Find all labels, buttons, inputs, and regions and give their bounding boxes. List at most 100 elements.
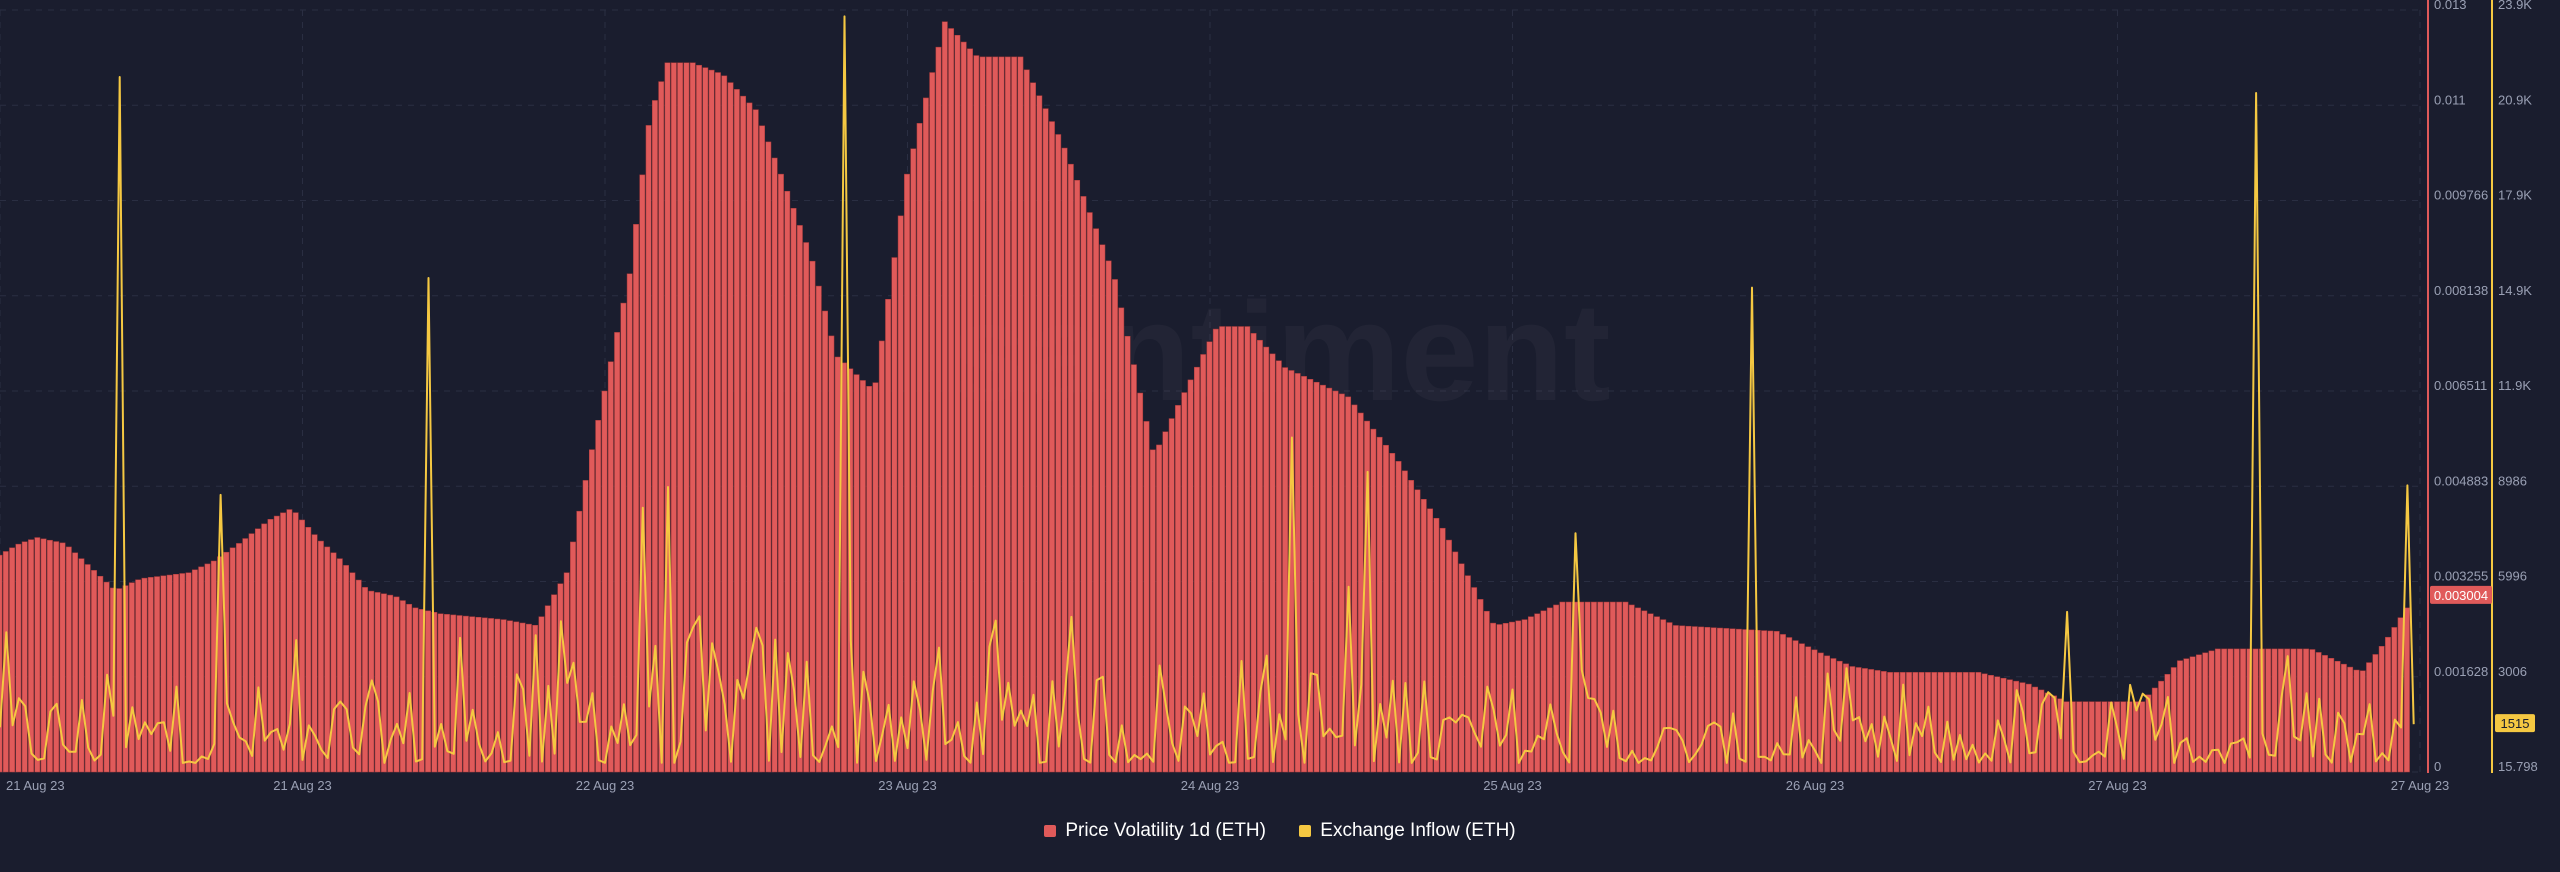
volatility-bar [1420,499,1427,773]
volatility-bar [1320,384,1326,773]
volatility-bar [1477,599,1484,773]
volatility-bar [765,141,772,773]
volatility-bar [1843,663,1849,773]
volatility-bar [1137,392,1144,773]
volatility-bar [2296,648,2303,773]
volatility-bar [1168,418,1175,773]
volatility-bar [2328,658,2335,773]
volatility-bar [507,620,513,773]
volatility-bar [1572,601,1578,773]
left-axis-tick: 0.013 [2434,0,2467,12]
volatility-bar [1017,56,1024,773]
volatility-bar [1679,625,1686,773]
x-axis-tick: 24 Aug 23 [1181,778,1240,793]
x-axis-tick: 22 Aug 23 [576,778,635,793]
volatility-bar [387,594,394,773]
volatility-bar [481,617,488,773]
volatility-bar [2051,695,2057,773]
volatility-bar [1383,444,1389,773]
volatility-bar [601,390,608,773]
volatility-bar [362,587,368,773]
volatility-bar [2095,701,2101,773]
volatility-bar [1345,396,1352,773]
volatility-bar [620,302,627,773]
volatility-bar [1301,376,1307,773]
volatility-bar [1729,628,1736,773]
volatility-bar [1427,508,1433,773]
right-axis-tick: 15.798 [2498,759,2538,774]
volatility-bar [65,546,72,773]
volatility-bar [494,618,501,773]
volatility-bar [1723,628,1730,773]
volatility-bar [1023,69,1030,773]
volatility-bar [2378,646,2385,773]
volatility-bar [992,56,999,773]
right-axis-ticks: 23.9K 20.9K 17.9K 14.9K 11.9K 8986 5996 3006 15.… [2498,0,2538,774]
volatility-bar [248,533,255,773]
volatility-bar [305,527,312,773]
volatility-bar [2322,655,2328,773]
volatility-bar [1061,147,1068,773]
volatility-bar [948,28,955,773]
volatility-bar [2133,701,2139,773]
volatility-bar [1338,393,1345,773]
volatility-bar [2025,683,2032,773]
volatility-bar [2353,669,2360,773]
volatility-bar [1408,480,1415,773]
volatility-bar [475,617,482,773]
volatility-bar [91,570,97,773]
volatility-bar [97,575,104,773]
volatility-bar [828,335,835,773]
volatility-bar [1950,672,1957,773]
volatility-bar [34,537,41,773]
volatility-bar [1988,675,1994,773]
inflow-value-badge-text: 1515 [2501,716,2530,731]
volatility-bar [1351,404,1358,773]
volatility-bar [1250,333,1257,773]
volatility-bar [910,148,917,773]
volatility-bar [1049,121,1055,773]
volatility-bar [254,528,261,773]
volatility-bar [2164,674,2171,773]
volatility-bar [778,173,784,773]
legend-item-inflow[interactable]: Exchange Inflow (ETH) [1299,820,1516,842]
volatility-bar [330,552,337,773]
volatility-bar [1112,279,1118,773]
volatility-bar [1773,631,1780,773]
volatility-bar [324,546,331,773]
volatility-bar [1257,339,1263,773]
volatility-bar [929,72,936,773]
volatility-bar [444,614,450,773]
volatility-bar [236,543,242,773]
volatility-bar [1193,366,1200,773]
volatility-bar [2240,648,2246,773]
legend-item-volatility[interactable]: Price Volatility 1d (ETH) [1044,820,1266,842]
volatility-bar [217,556,223,773]
volatility-bar [1761,630,1767,773]
volatility-bar [1912,672,1919,773]
volatility-bar [809,260,816,773]
volatility-bar [1767,630,1774,773]
volatility-bar [1231,326,1238,773]
volatility-bar [166,574,173,773]
volatility-bar [1546,607,1553,773]
volatility-bar [790,208,797,773]
inflow-swatch-icon [1299,825,1312,837]
volatility-bar [2359,670,2366,773]
volatility-bar [1219,326,1226,773]
volatility-bar [2183,658,2190,773]
volatility-bar [2208,650,2215,773]
volatility-bar [1553,604,1560,773]
volatility-bar [2145,694,2152,773]
volatility-bar [1578,601,1585,773]
volatility-bar [1471,587,1478,773]
volatility-bar [2290,648,2297,773]
volatility-bar [2189,656,2196,773]
right-axis-tick: 14.9K [2498,283,2532,298]
volatility-bar [588,449,595,773]
volatility-bar [425,610,431,773]
volatility-bar [1326,387,1333,773]
volatility-bar [1496,624,1503,773]
volatility-bar [1798,643,1805,773]
volatility-bar [973,55,980,773]
